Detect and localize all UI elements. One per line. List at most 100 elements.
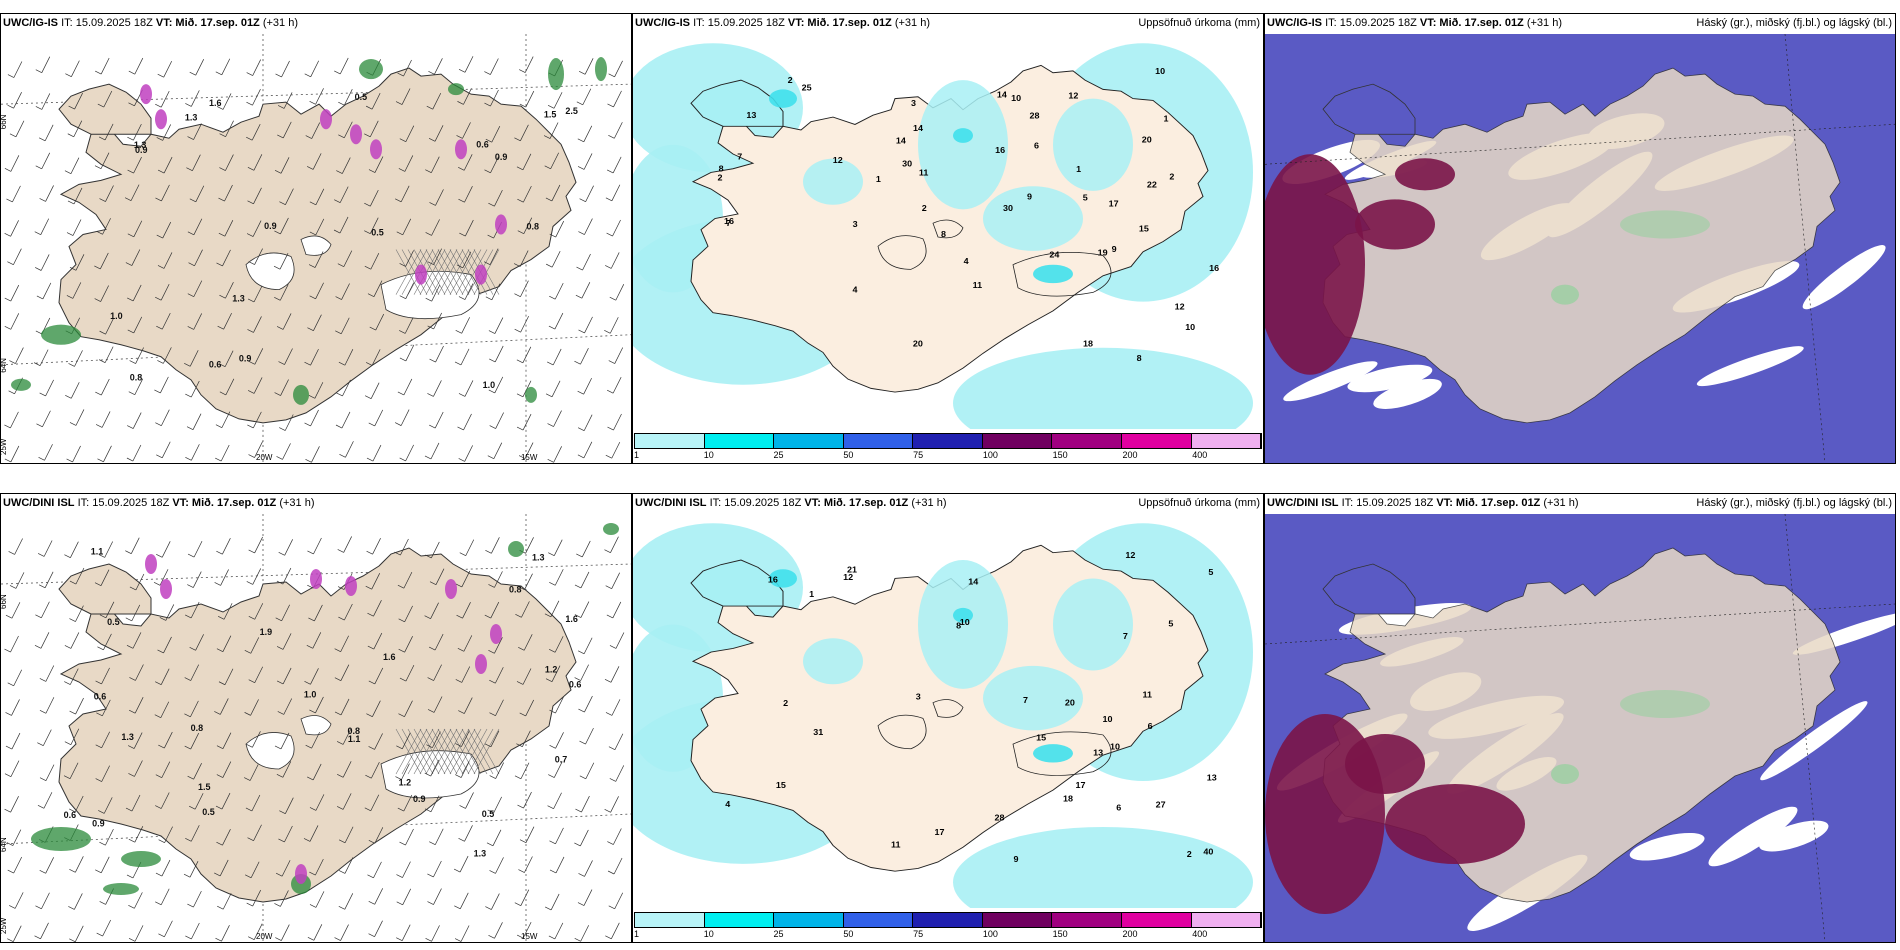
field-title: Háský (gr.), miðský (fj.bl.) og lágský (… [1696,497,1892,509]
model-name: UWC/DINI ISL [635,497,707,509]
legend-tick: 150 [1052,929,1068,939]
value-label: 1 [1164,114,1169,124]
wind-barbs [4,56,625,463]
valid-time: VT: Mið. 17.sep. 01Z [172,497,277,509]
value-label: 10 [1185,323,1195,333]
value-label: 1.5 [198,782,211,792]
glacier-area [245,732,295,770]
value-label: 1.3 [121,732,134,742]
value-label: 0.9 [239,354,252,364]
value-label: 14 [997,90,1007,100]
precip-blob [293,384,309,405]
valid-time: VT: Mið. 17.sep. 01Z [155,17,260,29]
value-label: 2 [788,75,793,85]
value-label: 0.8 [130,372,143,382]
value-label: 20 [1065,698,1075,708]
model-name: UWC/IG-IS [3,17,58,29]
value-label: 0.7 [555,754,568,764]
snow-patch [320,109,332,130]
legend-swatch [913,434,983,448]
value-label: 12 [833,155,843,165]
low-cloud-area [1385,784,1525,864]
value-label: 5 [1208,568,1213,578]
value-label: 7 [1123,631,1128,641]
legend-swatch [704,434,775,448]
value-label: 5 [1168,619,1173,629]
field-title: Háský (gr.), miðský (fj.bl.) og lágský (… [1696,17,1892,29]
value-label: 9 [1112,244,1117,254]
value-label: 8 [941,230,946,240]
westfjords-cloud [1322,563,1416,615]
value-label: 2 [1187,849,1192,859]
value-label: 11 [919,168,929,178]
legend-swatch [1191,434,1262,448]
value-label: 2 [922,204,927,214]
value-label: 1.2 [399,778,412,788]
legend-swatch [913,913,983,927]
legend-tick: 25 [773,450,784,460]
snow-patch [495,214,507,235]
init-time: IT: 15.09.2025 18Z [77,497,170,509]
legend-swatch [635,434,705,448]
legend-tick: 400 [1192,450,1208,460]
glacier-area [245,252,295,290]
wind-precip-panel: UWC/DINI ISL IT: 15.09.2025 18Z VT: Mið.… [0,493,632,943]
value-label: 0.6 [209,360,222,370]
init-time: IT: 15.09.2025 18Z [61,17,153,29]
axis-label-lon20: 20W [256,453,273,462]
model-name: UWC/DINI ISL [1267,497,1339,509]
value-label: 25 [802,83,812,93]
legend-tick: 50 [843,450,854,460]
value-label: 16 [1209,263,1219,273]
value-label: 1.6 [383,652,396,662]
glacier-outline [932,699,964,718]
cloud-cover-panel: UWC/IG-IS IT: 15.09.2025 18Z VT: Mið. 17… [1264,13,1896,464]
lead-time: (+31 h) [279,497,315,509]
value-label: 0.8 [527,222,540,232]
legend-tick: 10 [703,929,714,939]
value-label: 14 [913,123,923,133]
value-label: 2 [717,173,722,183]
accum-precip-panel: UWC/DINI ISL IT: 15.09.2025 18Z VT: Mið.… [632,493,1264,943]
value-label: 13 [1207,773,1217,783]
high-cloud-area [1620,690,1710,718]
value-label: 11 [891,840,901,850]
axis-label-lat66: 66N [1,114,8,129]
map-canvas [1265,34,1895,463]
value-label: 3 [853,219,858,229]
precip-blob [525,386,537,403]
value-label: 6 [1034,141,1039,151]
legend-swatch [1052,913,1122,927]
value-label: 22 [1147,180,1157,190]
axis-label-lon25: 25W [1,917,8,934]
value-label: 0.8 [348,726,361,736]
valid-time: VT: Mið. 17.sep. 01Z [1436,497,1541,509]
value-label: 15 [1036,733,1046,743]
glacier-area [300,715,332,736]
value-label: 12 [1125,550,1135,560]
legend-tick: 75 [913,929,924,939]
value-label: 1.5 [544,110,557,120]
value-label: 1.0 [483,380,496,390]
legend-tick: 75 [913,450,924,460]
legend-tick: 50 [843,929,854,939]
value-label: 10 [960,617,970,627]
hatched-area [395,728,500,775]
lead-time: (+31 h) [894,17,931,29]
value-label: 5 [1083,193,1088,203]
value-label: 6 [1148,721,1153,731]
lead-time: (+31 h) [262,17,299,29]
field-title: Uppsöfnuð úrkoma (mm) [1138,497,1260,509]
value-label: 0.9 [413,794,426,804]
value-label: 17 [1075,780,1085,790]
value-label: 1.0 [304,690,317,700]
axis-label-lon25: 25W [1,438,8,455]
value-label: 1.6 [565,614,578,624]
value-label: 0.8 [191,723,204,733]
precip-blob [508,541,524,557]
value-label: 8 [719,164,724,174]
value-label: 10 [1110,742,1120,752]
snow-patch [160,579,172,599]
